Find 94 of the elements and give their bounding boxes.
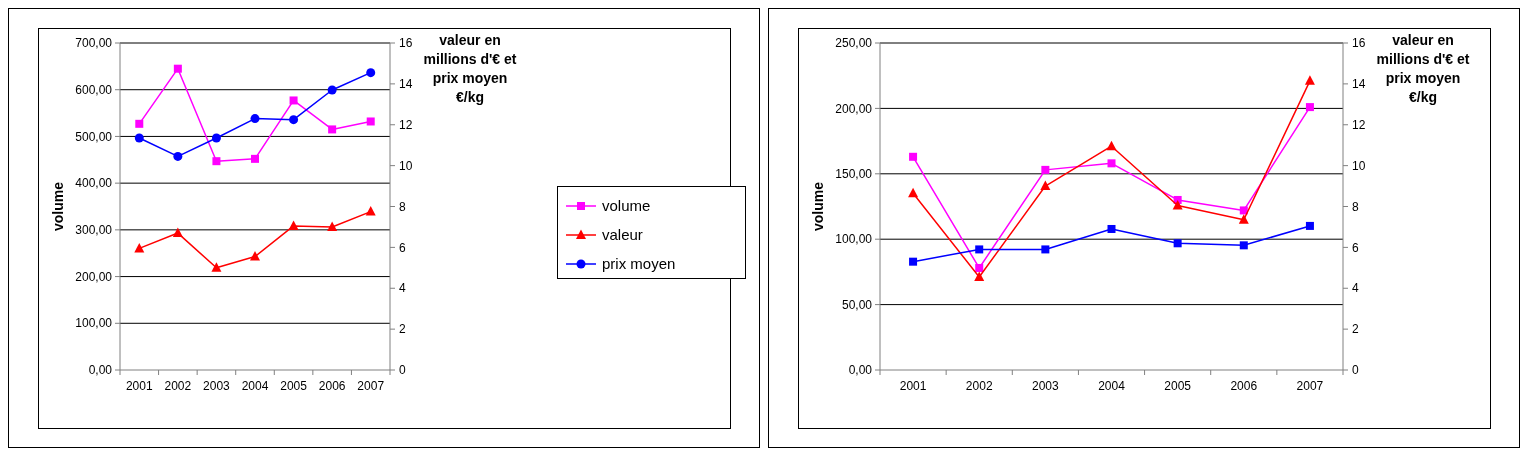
- legend-label: valeur: [602, 226, 643, 244]
- point: [1041, 165, 1050, 174]
- point: [974, 271, 985, 282]
- x-tick-label: 2007: [357, 379, 385, 393]
- point: [1305, 221, 1314, 230]
- point: [908, 187, 919, 198]
- y-tick-label: 100,00: [75, 316, 113, 331]
- y-tick-label: 500,00: [75, 129, 113, 144]
- point: [173, 151, 183, 161]
- point: [1304, 75, 1315, 85]
- x-tick-label: 2006: [318, 379, 346, 393]
- legend-label: volume: [602, 197, 651, 215]
- y2-tick-label: 12: [399, 117, 413, 132]
- point: [975, 263, 984, 272]
- point: [1040, 180, 1051, 191]
- y2-tick-label: 12: [1352, 117, 1366, 132]
- x-tick-label: 2003: [203, 379, 231, 393]
- y2-tick-label: 8: [399, 199, 406, 214]
- point: [1041, 245, 1050, 254]
- y2-tick-label: 10: [1352, 158, 1366, 173]
- point: [909, 152, 918, 161]
- point: [1239, 206, 1248, 215]
- x-tick-label: 2007: [1296, 379, 1324, 393]
- point: [975, 245, 984, 254]
- point: [289, 115, 299, 125]
- point: [366, 68, 376, 78]
- y2-axis-title: valeur en millions d'€ et prix moyen €/kg: [1376, 32, 1470, 105]
- y2-tick-label: 2: [399, 322, 406, 337]
- point: [250, 251, 260, 261]
- point: [1305, 103, 1314, 112]
- x-tick-label: 2002: [965, 379, 993, 393]
- point: [909, 257, 918, 266]
- x-tick-label: 2005: [280, 379, 308, 393]
- point: [327, 221, 338, 231]
- y2-tick-label: 16: [1352, 36, 1366, 51]
- point: [134, 133, 144, 143]
- y-tick-label: 600,00: [75, 82, 113, 97]
- x-tick-label: 2004: [241, 379, 269, 393]
- y2-tick-label: 0: [1352, 363, 1359, 378]
- point: [134, 242, 145, 253]
- y-tick-label: 300,00: [75, 223, 113, 238]
- y2-tick-label: 2: [1352, 322, 1359, 337]
- y2-tick-label: 4: [1352, 281, 1359, 296]
- y-axis-title: volume: [50, 181, 66, 232]
- x-tick-label: 2005: [1164, 379, 1192, 393]
- y-tick-label: 100,00: [835, 232, 873, 247]
- y-axis-title: volume: [810, 181, 826, 232]
- x-tick-label: 2003: [1032, 379, 1060, 393]
- point: [288, 220, 299, 230]
- point: [1107, 224, 1116, 233]
- point: [365, 206, 376, 216]
- y-tick-label: 0,00: [848, 363, 873, 378]
- y2-tick-label: 14: [399, 77, 413, 92]
- point: [135, 119, 144, 128]
- y2-tick-label: 4: [399, 281, 406, 296]
- point: [1173, 239, 1182, 248]
- legend-label: prix moyen: [602, 255, 676, 273]
- y-tick-label: 250,00: [835, 36, 873, 51]
- point: [1239, 241, 1248, 250]
- point: [211, 262, 222, 272]
- y-tick-label: 50,00: [841, 297, 873, 312]
- y2-tick-label: 14: [1352, 77, 1366, 92]
- point: [212, 157, 221, 166]
- y2-tick-label: 16: [399, 36, 413, 51]
- y-tick-label: 0,00: [88, 363, 113, 378]
- point: [1107, 159, 1116, 168]
- x-tick-label: 2001: [125, 379, 153, 393]
- point: [289, 96, 298, 105]
- point: [1106, 140, 1117, 151]
- point: [327, 85, 337, 95]
- y-tick-label: 200,00: [75, 269, 113, 284]
- y-tick-label: 400,00: [75, 176, 113, 191]
- y2-axis-title: valeur en millions d'€ et prix moyen €/kg: [423, 32, 517, 105]
- point: [328, 125, 337, 134]
- point: [366, 117, 375, 126]
- y2-tick-label: 0: [399, 363, 406, 378]
- x-tick-label: 2006: [1230, 379, 1258, 393]
- y-tick-label: 700,00: [75, 36, 113, 51]
- point: [251, 154, 259, 163]
- y2-tick-label: 6: [399, 240, 406, 255]
- point: [172, 227, 183, 238]
- x-tick-label: 2002: [164, 379, 192, 393]
- y2-tick-label: 10: [399, 158, 413, 173]
- x-tick-label: 2001: [899, 379, 927, 393]
- point: [173, 64, 182, 73]
- y-tick-label: 200,00: [835, 101, 873, 116]
- y-tick-label: 150,00: [835, 167, 873, 181]
- point: [211, 133, 221, 143]
- point: [1238, 214, 1249, 224]
- point: [1172, 199, 1183, 210]
- x-tick-label: 2004: [1098, 379, 1126, 393]
- point: [250, 114, 260, 124]
- y2-tick-label: 6: [1352, 240, 1359, 255]
- y2-tick-label: 8: [1352, 199, 1359, 214]
